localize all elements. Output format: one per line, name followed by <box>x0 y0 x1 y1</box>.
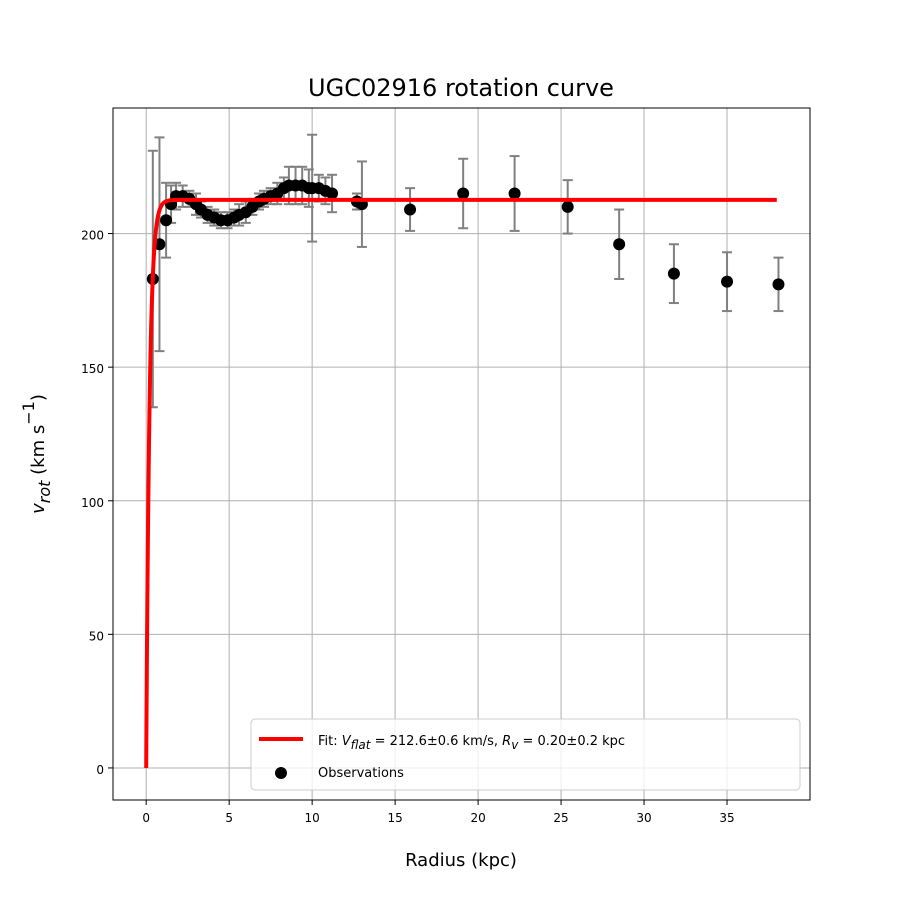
y-tick-label: 100 <box>81 496 104 510</box>
y-tick-label: 150 <box>81 362 104 376</box>
legend-fit-rval: = 0.20±0.2 kpc <box>518 734 625 749</box>
observation-point <box>404 203 417 216</box>
observation-point <box>508 187 521 200</box>
x-tick-label: 25 <box>553 811 568 825</box>
x-tick-label: 15 <box>387 811 402 825</box>
legend-fit-prefix: Fit: <box>318 734 342 749</box>
grid <box>113 108 810 800</box>
x-tick-label: 35 <box>719 811 734 825</box>
plot-frame <box>112 107 811 801</box>
legend: Fit: Vflat = 212.6±0.6 km/s, Rv = 0.20±0… <box>250 718 801 791</box>
observation-point <box>772 278 785 291</box>
observation-point <box>326 187 339 200</box>
y-axis-ticks: 0 50 100 150 200 <box>81 229 113 777</box>
x-axis-ticks: 0 5 10 15 20 25 30 35 <box>142 800 735 825</box>
y-axis-label-exponent: −1 <box>19 401 38 425</box>
x-axis-label: Radius (kpc) <box>405 850 517 871</box>
legend-observations-label: Observations <box>318 766 404 781</box>
legend-fit-vsub: flat <box>351 738 372 752</box>
x-tick-label: 5 <box>225 811 233 825</box>
y-axis-label-unit: (km s <box>28 425 49 475</box>
y-tick-label: 0 <box>96 763 104 777</box>
legend-fit-rsub: v <box>511 738 519 752</box>
legend-fit-label: Fit: Vflat = 212.6±0.6 km/s, Rv = 0.20±0… <box>318 734 625 752</box>
y-axis-label-subscript: rot <box>35 480 54 503</box>
chart-title: UGC02916 rotation curve <box>308 74 614 102</box>
x-tick-label: 20 <box>470 811 485 825</box>
x-tick-label: 30 <box>636 811 651 825</box>
observation-point <box>721 275 734 288</box>
legend-box <box>250 718 801 791</box>
legend-fit-vsym: V <box>342 734 352 749</box>
observation-point <box>613 238 626 251</box>
observation-point <box>457 187 470 200</box>
y-tick-label: 200 <box>81 229 104 243</box>
y-tick-label: 50 <box>89 629 104 643</box>
y-axis-label: vrot (km s−1) <box>19 394 54 514</box>
legend-fit-vval: = 212.6±0.6 km/s, <box>370 734 502 749</box>
legend-fit-rsym: R <box>502 734 511 749</box>
legend-observations-swatch <box>275 767 287 779</box>
y-axis-label-symbol: v <box>28 503 49 514</box>
x-tick-label: 0 <box>142 811 150 825</box>
observation-point <box>561 200 574 213</box>
observation-point <box>160 214 173 227</box>
x-tick-label: 10 <box>305 811 320 825</box>
y-axis-label-close: ) <box>28 394 49 401</box>
fit-curve <box>144 197 777 768</box>
observation-point <box>667 267 680 280</box>
